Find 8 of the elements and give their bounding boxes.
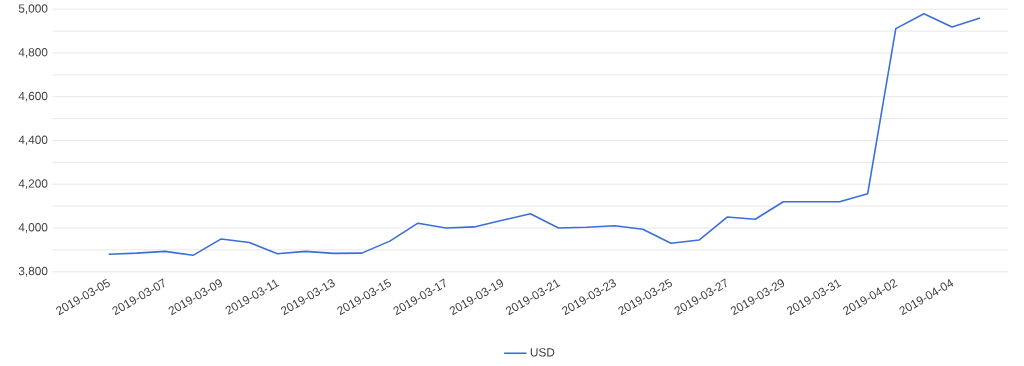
y-tick-label: 4,200 <box>18 179 48 189</box>
y-tick-label: 4,800 <box>18 47 48 58</box>
y-tick-label: 3,800 <box>18 266 48 277</box>
y-tick-label: 4,600 <box>18 91 48 102</box>
legend-label: USD <box>530 348 555 357</box>
y-tick-label: 5,000 <box>18 4 48 14</box>
y-tick-label: 4,000 <box>18 222 48 233</box>
y-tick-label: 4,400 <box>18 135 48 146</box>
